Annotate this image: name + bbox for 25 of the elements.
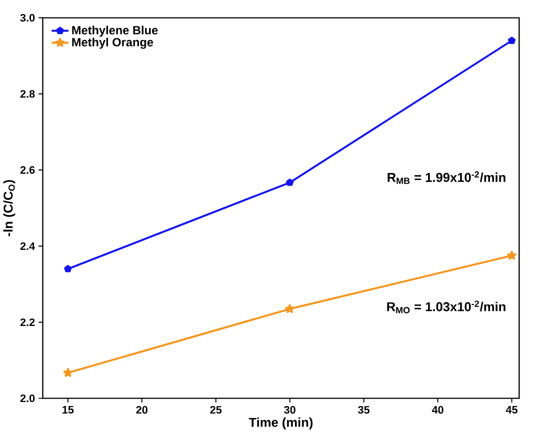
y-tick-label: 2.6 [20, 166, 35, 174]
y-tick-label: 2.8 [20, 90, 35, 98]
x-tick-label: 35 [358, 406, 370, 414]
x-tick-label: 20 [136, 406, 148, 414]
x-tick-label: 25 [210, 406, 222, 414]
x-tick-label: 40 [432, 406, 444, 414]
legend-label: Methyl Orange [72, 38, 154, 49]
point [507, 250, 516, 260]
point [285, 304, 294, 314]
point [286, 178, 294, 186]
y-tick-label: 3.0 [20, 14, 35, 22]
point [508, 36, 516, 44]
x-tick-label: 45 [506, 406, 518, 414]
annotation: R$_{MB}$ = 1.99x10$^{-2}$/min [388, 171, 506, 184]
y-axis-title: -ln (C/C$_{O}$) [3, 180, 16, 236]
annotation: R$_{MO}$ = 1.03x10$^{-2}$/min [387, 300, 506, 314]
y-tick-label: 2.0 [20, 394, 35, 402]
legend-label: Methylene Blue [72, 26, 158, 37]
x-tick-label: 30 [284, 406, 296, 414]
point [63, 368, 73, 378]
x-tick-label: 15 [62, 406, 74, 414]
y-tick-label: 2.4 [20, 242, 36, 250]
x-axis-title: Time (min) [248, 418, 313, 430]
point [64, 265, 72, 272]
y-tick-label: 2.2 [20, 318, 35, 326]
